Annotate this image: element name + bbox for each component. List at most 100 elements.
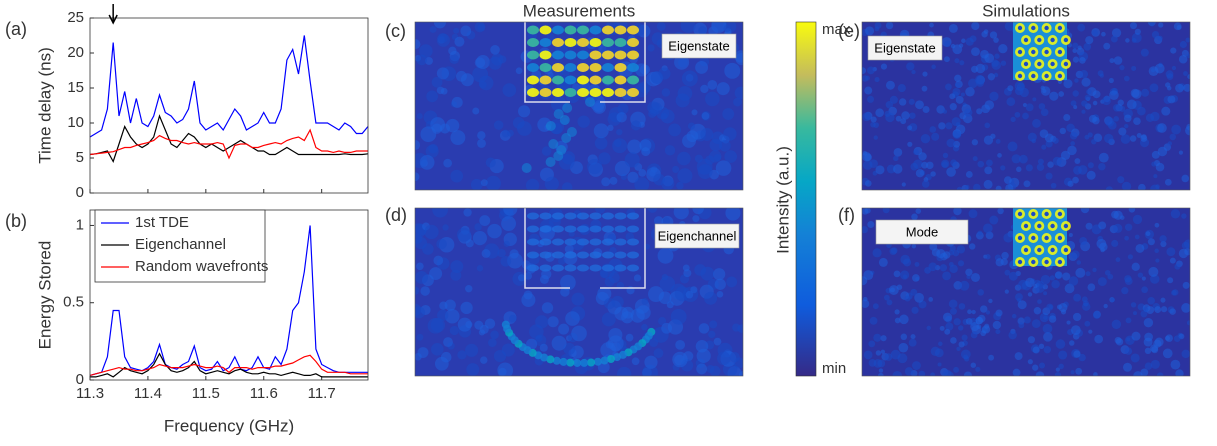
leak: [521, 163, 532, 173]
speckle: [953, 208, 962, 216]
speckle: [949, 307, 957, 315]
speckle: [1138, 183, 1146, 190]
speckle: [666, 301, 674, 309]
speckle: [698, 26, 707, 35]
speckle: [1137, 106, 1146, 116]
speckle: [429, 25, 437, 33]
speckle: [607, 124, 614, 132]
mode-core: [1017, 259, 1023, 265]
mode-core: [1057, 73, 1063, 79]
speckle: [477, 23, 485, 32]
speckle: [1007, 141, 1018, 152]
speckle: [928, 297, 934, 302]
mode-core: [1017, 235, 1023, 241]
hot-spot: [552, 25, 564, 35]
speckle: [547, 316, 559, 328]
speckle: [415, 286, 420, 295]
hot-spot: [627, 251, 639, 259]
speckle: [1147, 296, 1155, 305]
speckle: [875, 108, 885, 118]
speckle: [1077, 23, 1086, 32]
path-spot: [501, 320, 510, 329]
speckle: [502, 83, 517, 97]
speckle: [965, 37, 974, 46]
speckle: [1167, 277, 1174, 284]
speckle: [1167, 95, 1176, 104]
tag-text: Eigenstate: [668, 38, 729, 53]
speckle: [1154, 222, 1160, 228]
speckle: [1103, 42, 1111, 50]
path-spot: [546, 355, 555, 364]
speckle: [490, 44, 500, 55]
speckle: [965, 87, 975, 97]
speckle: [561, 182, 573, 190]
speckle: [908, 98, 915, 105]
speckle: [1136, 133, 1142, 139]
speckle: [936, 248, 946, 259]
speckle: [420, 286, 430, 296]
hot-spot: [577, 251, 589, 259]
speckle: [1018, 154, 1028, 164]
speckle: [1018, 322, 1025, 329]
speckle: [657, 247, 674, 264]
speckle: [515, 67, 523, 75]
speckle: [608, 272, 620, 284]
hot-spot: [614, 264, 627, 272]
mode-core: [1044, 49, 1049, 55]
speckle: [443, 158, 453, 168]
speckle: [1144, 362, 1153, 370]
mode-core: [1057, 211, 1063, 217]
speckle: [885, 22, 894, 30]
speckle: [945, 322, 954, 331]
series-line: [90, 352, 368, 378]
path-spot: [587, 358, 596, 367]
speckle: [507, 252, 523, 269]
speckle: [886, 299, 893, 306]
speckle: [415, 140, 421, 151]
speckle: [997, 208, 1004, 215]
hot-spot: [602, 264, 614, 272]
speckle: [633, 274, 642, 282]
speckle: [442, 224, 449, 231]
speckle: [734, 50, 743, 63]
speckle: [1171, 124, 1181, 135]
speckle: [904, 367, 914, 376]
speckle: [1178, 54, 1188, 64]
speckle: [1185, 37, 1190, 43]
hot-spot: [539, 238, 552, 246]
speckle: [649, 338, 659, 348]
speckle: [1119, 65, 1125, 71]
speckle: [624, 152, 640, 168]
speckle: [485, 175, 501, 190]
mode-core: [1037, 223, 1042, 229]
speckle: [451, 96, 463, 108]
speckle: [625, 333, 634, 342]
speckle: [1074, 158, 1081, 164]
speckle: [953, 366, 960, 373]
speckle: [863, 350, 873, 360]
speckle: [1045, 172, 1053, 180]
hot-spot: [564, 225, 577, 233]
speckle: [541, 302, 554, 314]
speckle: [1156, 372, 1164, 376]
speckle: [958, 303, 966, 310]
speckle: [901, 111, 910, 120]
speckle: [724, 62, 741, 79]
mode-core: [1044, 25, 1049, 31]
speckle: [426, 90, 439, 103]
speckle: [470, 178, 483, 190]
speckle: [551, 335, 567, 351]
speckle: [1171, 290, 1177, 296]
speckle: [957, 260, 965, 267]
speckle: [1146, 306, 1155, 315]
speckle: [989, 91, 999, 101]
speckle: [1140, 135, 1148, 142]
hot-spot: [539, 63, 552, 72]
speckle: [674, 54, 690, 70]
mode-core: [1023, 223, 1029, 229]
speckle: [1111, 239, 1119, 248]
speckle: [873, 135, 878, 140]
speckle: [716, 82, 730, 96]
speckle: [1175, 83, 1184, 93]
speckle: [1070, 325, 1081, 336]
